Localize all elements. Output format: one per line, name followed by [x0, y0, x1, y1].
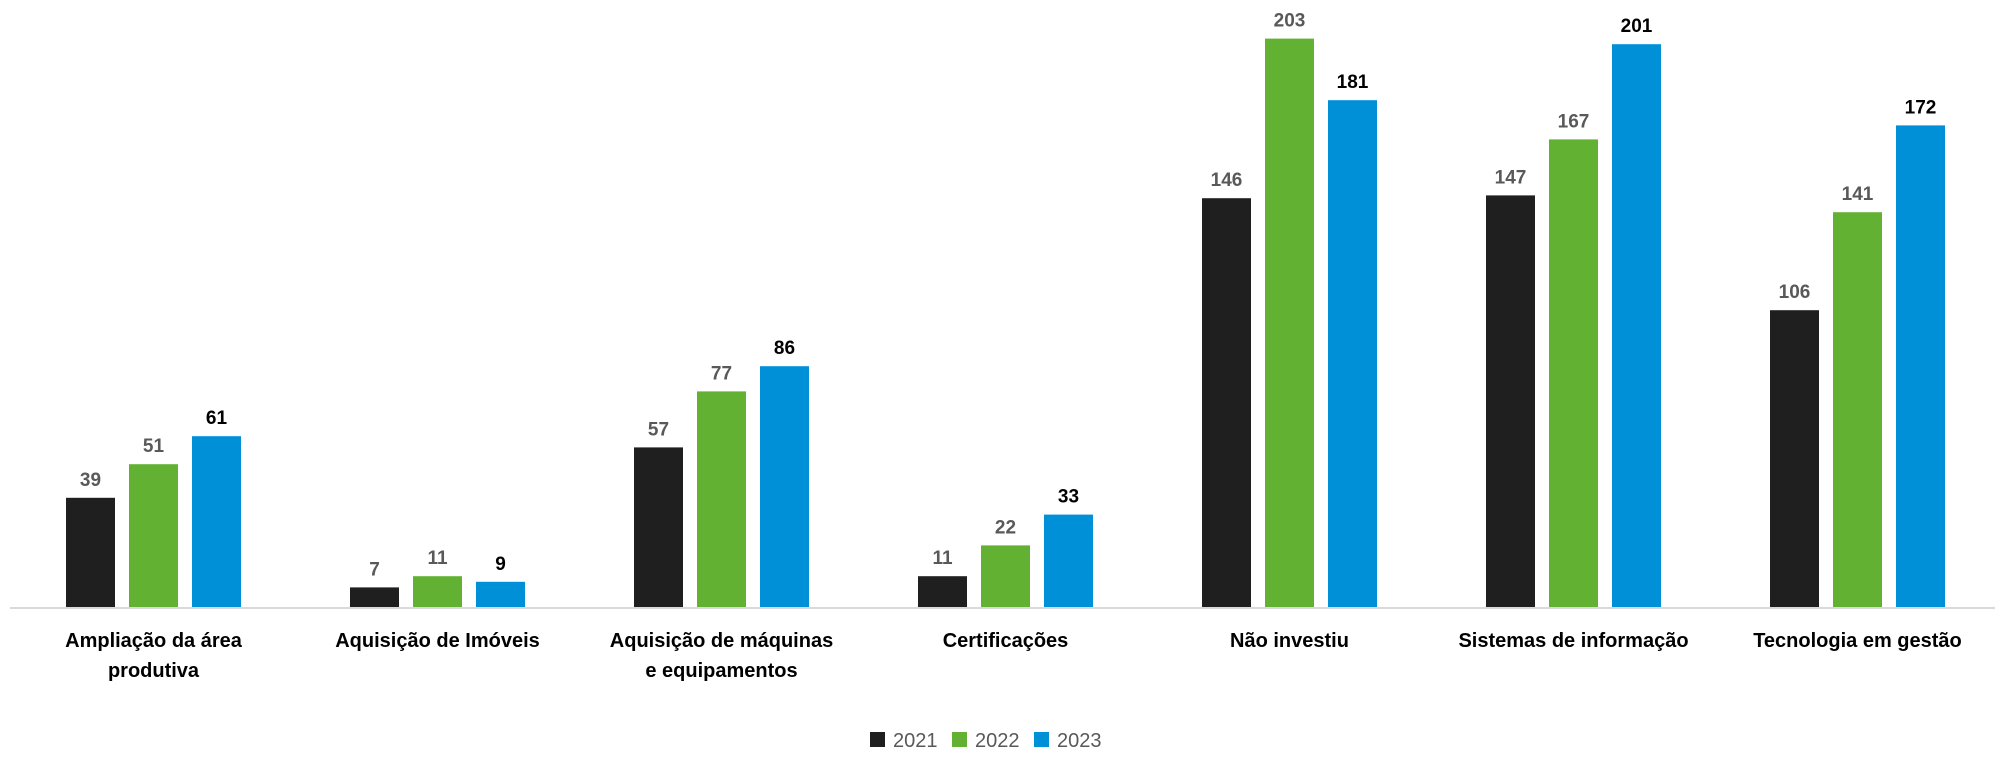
- data-label-2023-2: 9: [495, 554, 506, 575]
- bar-2023-1: [192, 436, 241, 607]
- data-label-2023-7: 172: [1905, 97, 1937, 118]
- legend-label-2023: 2023: [1057, 730, 1102, 752]
- bar-2022-5: [1265, 38, 1314, 608]
- bar-2022-7: [1833, 212, 1882, 607]
- bar-2021-7: [1770, 310, 1819, 607]
- bar-2023-2: [476, 581, 525, 607]
- bar-2022-1: [129, 464, 178, 607]
- bar-2022-6: [1549, 139, 1598, 607]
- bar-2023-6: [1612, 44, 1661, 607]
- bar-2021-5: [1202, 198, 1251, 607]
- data-label-2023-5: 181: [1337, 72, 1369, 93]
- data-label-2023-6: 201: [1621, 16, 1653, 37]
- legend-label-2021: 2021: [893, 730, 938, 752]
- data-label-2022-5: 203: [1274, 11, 1306, 32]
- data-label-2021-2: 7: [369, 559, 380, 580]
- bar-2023-4: [1044, 514, 1093, 607]
- data-label-2022-3: 77: [711, 363, 732, 384]
- category-label-7: Tecnologia em gestão: [1753, 630, 1962, 652]
- data-label-2021-3: 57: [648, 419, 669, 440]
- category-label-2: Aquisição de Imóveis: [335, 630, 540, 652]
- data-label-2022-7: 141: [1842, 184, 1874, 205]
- category-labels-layer: Ampliação da área produtiva Aquisição de I…: [65, 630, 1962, 682]
- legend-label-2022: 2022: [975, 730, 1020, 752]
- data-label-2022-4: 22: [995, 517, 1016, 538]
- bar-2022-3: [697, 391, 746, 607]
- legend-swatch-2022: [952, 732, 967, 747]
- category-label-1: Ampliação da área produtiva: [65, 630, 243, 682]
- bars-layer: [66, 38, 1945, 608]
- data-label-2023-4: 33: [1058, 487, 1079, 508]
- legend-swatch-2023: [1034, 732, 1049, 747]
- bar-2021-4: [918, 576, 967, 607]
- bar-2021-6: [1486, 195, 1535, 607]
- legend-swatch-2021: [870, 732, 885, 747]
- data-label-2022-2: 11: [427, 548, 448, 569]
- data-label-2023-1: 61: [206, 408, 228, 429]
- data-label-2022-1: 51: [143, 436, 165, 457]
- data-labels-layer: 39 51 61 7 11 9 57 77 86 11 22 33 146 203 181 147 167 201…: [80, 11, 1936, 581]
- bar-2022-4: [981, 545, 1030, 607]
- data-label-2021-6: 147: [1495, 167, 1527, 188]
- bar-2022-2: [413, 576, 462, 607]
- bar-2023-5: [1328, 100, 1377, 607]
- data-label-2021-4: 11: [932, 548, 953, 569]
- legend: 2021 2022 2023: [870, 730, 1102, 752]
- data-label-2021-5: 146: [1211, 170, 1243, 191]
- category-label-5: Não investiu: [1230, 630, 1349, 652]
- category-label-3: Aquisição de máquinas e equipamentos: [610, 630, 833, 682]
- bar-2023-7: [1896, 125, 1945, 608]
- category-label-6: Sistemas de informação: [1458, 630, 1688, 652]
- data-label-2021-7: 106: [1779, 282, 1811, 303]
- data-label-2022-6: 167: [1558, 111, 1590, 132]
- bar-2021-3: [634, 447, 683, 607]
- bar-2021-2: [350, 587, 399, 607]
- category-label-4: Certificações: [943, 630, 1069, 652]
- data-label-2023-3: 86: [774, 338, 795, 359]
- bar-2023-3: [760, 366, 809, 607]
- bar-2021-1: [66, 497, 115, 607]
- data-label-2021-1: 39: [80, 470, 101, 491]
